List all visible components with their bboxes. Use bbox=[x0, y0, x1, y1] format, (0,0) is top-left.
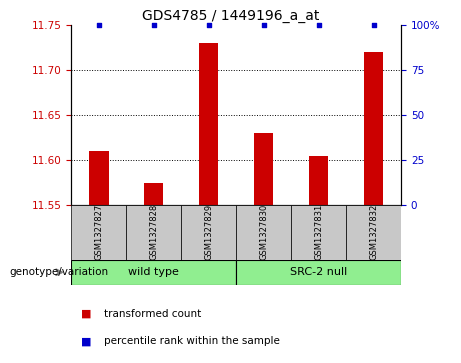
Bar bbox=[346, 205, 401, 260]
Text: GSM1327830: GSM1327830 bbox=[259, 204, 268, 260]
Point bbox=[370, 23, 377, 28]
Bar bbox=[199, 43, 219, 205]
Text: GSM1327827: GSM1327827 bbox=[95, 204, 103, 260]
Bar bbox=[89, 151, 108, 205]
Text: GSM1327831: GSM1327831 bbox=[314, 204, 323, 260]
Text: transformed count: transformed count bbox=[104, 309, 201, 319]
Bar bbox=[291, 205, 346, 260]
Bar bbox=[71, 260, 236, 285]
Bar bbox=[144, 183, 164, 205]
Text: ■: ■ bbox=[81, 336, 91, 346]
Bar bbox=[309, 156, 328, 205]
Bar bbox=[254, 133, 273, 205]
Bar bbox=[236, 205, 291, 260]
Bar bbox=[126, 205, 181, 260]
Text: wild type: wild type bbox=[129, 267, 179, 277]
Bar bbox=[71, 205, 126, 260]
Text: SRC-2 null: SRC-2 null bbox=[290, 267, 347, 277]
Text: percentile rank within the sample: percentile rank within the sample bbox=[104, 336, 280, 346]
Text: ■: ■ bbox=[81, 309, 91, 319]
Point bbox=[315, 23, 322, 28]
Bar bbox=[236, 260, 401, 285]
Point bbox=[260, 23, 267, 28]
Bar bbox=[364, 52, 383, 205]
Point bbox=[205, 23, 213, 28]
Bar bbox=[181, 205, 236, 260]
Text: GDS4785 / 1449196_a_at: GDS4785 / 1449196_a_at bbox=[142, 9, 319, 23]
Point bbox=[150, 23, 158, 28]
Text: genotype/variation: genotype/variation bbox=[9, 267, 108, 277]
Text: GSM1327832: GSM1327832 bbox=[369, 204, 378, 260]
Text: GSM1327828: GSM1327828 bbox=[149, 204, 159, 260]
Point bbox=[95, 23, 103, 28]
Text: GSM1327829: GSM1327829 bbox=[204, 204, 213, 260]
